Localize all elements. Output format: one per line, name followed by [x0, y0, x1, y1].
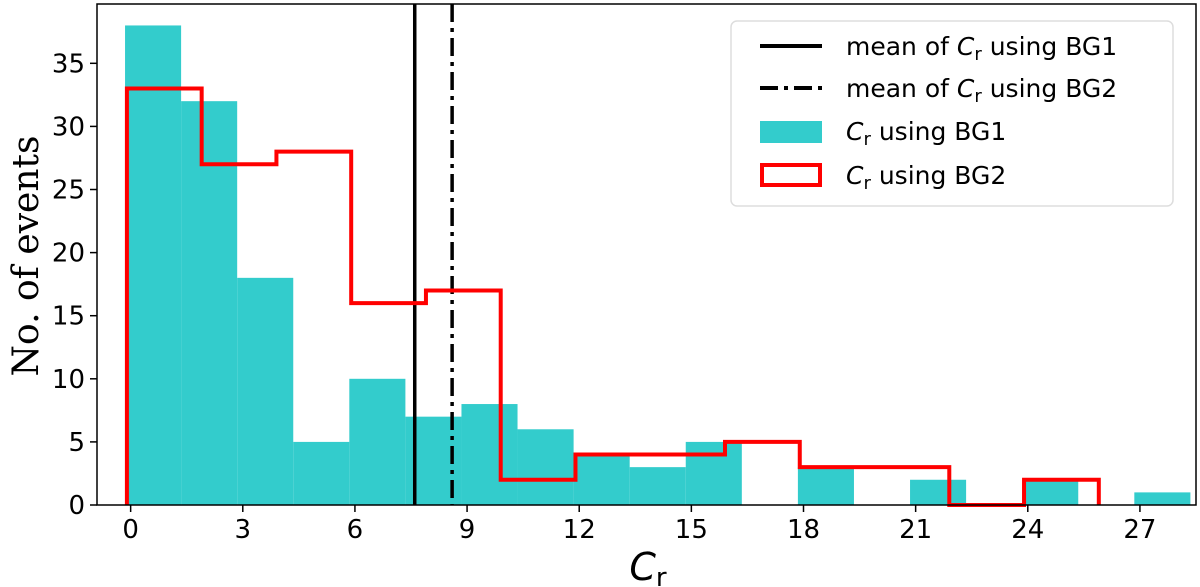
bg1-bar: [181, 101, 238, 505]
legend-mean-bg2-label: mean of Cr using BG2: [846, 74, 1117, 107]
bg1-bar: [293, 441, 350, 505]
bg1-bar: [685, 441, 742, 505]
x-axis-label-main: C: [629, 545, 656, 587]
legend-bg1-label: Cr using BG1: [846, 117, 1006, 150]
legend-box: [730, 20, 1174, 207]
x-tick-label: 21: [899, 515, 932, 545]
bg1-bar: [349, 378, 406, 505]
legend: mean of Cr using BG1 mean of Cr using BG…: [730, 20, 1174, 207]
y-tick-label: 15: [52, 302, 85, 332]
y-tick-label: 5: [68, 428, 85, 458]
x-tick-label: 18: [787, 515, 820, 545]
mean-lines: [412, 4, 454, 505]
x-tick-label: 15: [675, 515, 708, 545]
x-axis-label-sub: r: [656, 563, 667, 587]
bg1-bar: [125, 25, 182, 505]
legend-mean-bg1-label: mean of Cr using BG1: [846, 32, 1117, 65]
x-tick-label: 9: [459, 515, 476, 545]
y-tick-label: 35: [52, 49, 85, 79]
legend-bg2-swatch: [760, 163, 822, 187]
x-tick-label: 6: [347, 515, 364, 545]
bg1-bar: [629, 467, 686, 505]
x-tick-label: 24: [1011, 515, 1044, 545]
y-tick-label: 10: [52, 365, 85, 395]
bg1-bar: [1134, 492, 1191, 505]
x-axis-ticks: 0 3 6 9 12 15 18 21 24 27: [122, 505, 1156, 545]
x-tick-label: 3: [235, 515, 252, 545]
y-axis-label: No. of events: [6, 136, 47, 377]
x-axis-label: Cr: [629, 545, 667, 587]
y-axis-ticks: 0 5 10 15 20 25 30 35: [52, 49, 97, 521]
legend-bg1-swatch: [760, 121, 822, 143]
bg1-bar: [461, 404, 518, 505]
bg1-histogram-bars: [125, 25, 1191, 505]
y-tick-label: 20: [52, 239, 85, 269]
bg1-bar: [573, 454, 630, 505]
x-tick-label: 12: [563, 515, 596, 545]
bg1-bar: [910, 479, 967, 505]
bg2-step-histogram: [124, 86, 1101, 507]
bg1-bar: [237, 277, 294, 505]
x-tick-label: 0: [122, 515, 139, 545]
y-tick-label: 30: [52, 112, 85, 142]
bg1-bar: [1022, 479, 1079, 505]
plot-frame: [96, 3, 1197, 506]
y-tick-label: 0: [68, 491, 85, 521]
x-tick-label: 27: [1123, 515, 1156, 545]
legend-bg2-label: Cr using BG2: [846, 161, 1006, 194]
y-tick-label: 25: [52, 176, 85, 206]
bg1-bar: [517, 429, 574, 505]
bg1-bar: [797, 467, 854, 505]
